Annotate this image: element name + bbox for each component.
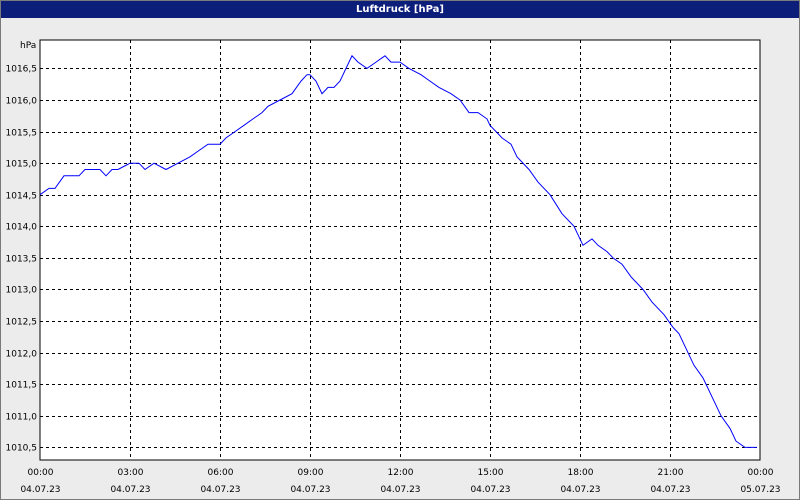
x-tick-time: 00:00 [748,468,774,478]
y-tick-label: 1014,5 [6,192,38,202]
x-tick-time: 12:00 [388,468,414,478]
x-tick-date: 04.07.23 [650,485,690,495]
x-tick-date: 04.07.23 [380,485,420,495]
x-tick-date: 04.07.23 [560,485,600,495]
y-tick-label: 1015,0 [6,160,38,170]
x-tick-date: 04.07.23 [200,485,240,495]
y-tick-label: 1012,5 [6,318,38,328]
x-tick-date: 04.07.23 [20,485,60,495]
y-tick-label: 1012,0 [6,350,38,360]
x-tick-date: 04.07.23 [470,485,510,495]
y-tick-label: 1016,0 [6,97,38,107]
pressure-series-line [39,54,757,448]
y-tick-label: 1010,5 [6,444,38,454]
y-tick-label: 1013,0 [6,286,38,296]
x-tick-time: 03:00 [118,468,144,478]
x-tick-time: 00:00 [28,468,54,478]
x-tick-date: 04.07.23 [110,485,150,495]
y-tick-label: 1014,0 [6,223,38,233]
y-tick-label: 1016,5 [6,65,38,75]
y-tick-label: 1015,5 [6,129,38,139]
x-tick-time: 18:00 [568,468,594,478]
y-tick-label: 1013,5 [6,255,38,265]
window-title: Luftdruck [hPa] [1,1,799,18]
x-tick-time: 21:00 [658,468,684,478]
y-tick-label: 1011,5 [6,381,38,391]
x-tick-time: 06:00 [208,468,234,478]
x-tick-date: 05.07.23 [740,485,780,495]
x-tick-time: 15:00 [478,468,504,478]
x-tick-date: 04.07.23 [290,485,330,495]
y-axis-unit: hPa [20,41,36,51]
y-tick-label: 1011,0 [6,413,38,423]
x-tick-time: 09:00 [298,468,324,478]
